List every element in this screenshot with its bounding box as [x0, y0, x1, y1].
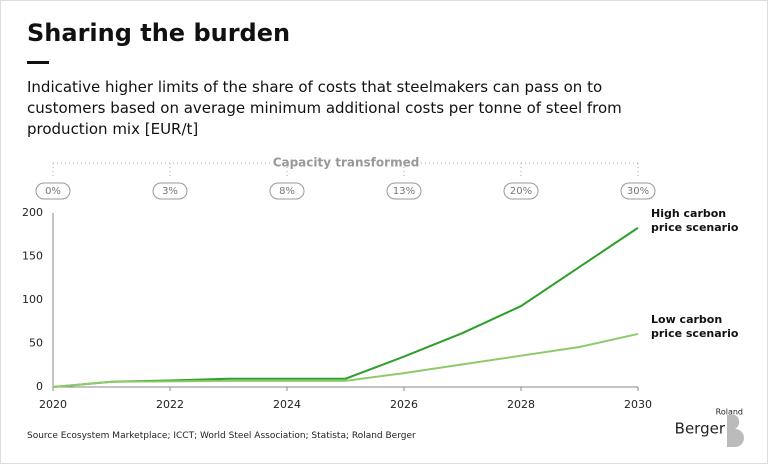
- series-label: High carbon price scenario: [651, 206, 739, 234]
- capacity-label: 13%: [393, 186, 415, 197]
- x-tick-label: 2026: [390, 398, 418, 411]
- y-tick-label: 0: [36, 380, 43, 393]
- x-tick-label: 2022: [156, 398, 184, 411]
- x-tick-label: 2028: [507, 398, 535, 411]
- logo-mark: [727, 415, 744, 447]
- capacity-pill: [269, 182, 305, 200]
- capacity-label: 8%: [279, 186, 295, 197]
- subtitle: Indicative higher limits of the share of…: [27, 78, 622, 138]
- capacity-label: 3%: [162, 186, 178, 197]
- capacity-title: Capacity transformed: [273, 156, 420, 170]
- capacity-pill: [503, 182, 539, 200]
- series-line: [52, 332, 639, 388]
- y-tick-label: 100: [22, 293, 43, 306]
- x-tick-label: 2030: [624, 398, 652, 411]
- source: Source Ecosystem Marketplace; ICCT; Worl…: [27, 431, 416, 441]
- capacity-label: 0%: [45, 186, 61, 197]
- capacity-pill: [35, 182, 71, 200]
- x-tick-label: 2024: [273, 398, 301, 411]
- capacity-label: 20%: [510, 186, 532, 197]
- y-tick-label: 150: [22, 250, 43, 263]
- title: Sharing the burden: [27, 19, 291, 47]
- capacity-pill: [386, 182, 422, 200]
- capacity-pill: [152, 182, 188, 200]
- title-rule: [27, 61, 49, 64]
- y-tick-label: 200: [22, 206, 43, 219]
- capacity-label: 30%: [627, 186, 649, 197]
- series-label: Low carbon price scenario: [651, 312, 739, 340]
- logo-top: Roland: [716, 408, 743, 417]
- x-tick-label: 2020: [39, 398, 67, 411]
- series-line: [52, 226, 639, 388]
- logo-main: Berger: [675, 420, 726, 438]
- capacity-pill: [620, 182, 656, 200]
- y-tick-label: 50: [29, 337, 43, 350]
